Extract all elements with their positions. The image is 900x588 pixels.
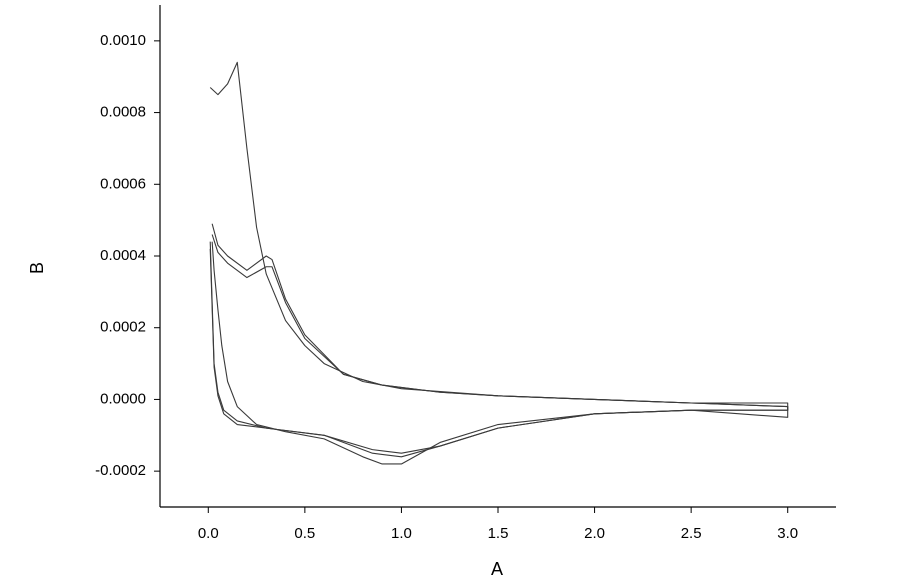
x-tick-label: 1.5 [488,525,509,542]
y-tick-label: 0.0000 [100,390,146,407]
x-tick-label: 0.0 [198,525,219,542]
y-tick-label: 0.0010 [100,32,146,49]
x-tick-label: 3.0 [777,525,798,542]
x-tick-label: 2.5 [681,525,702,542]
y-tick-label: 0.0004 [100,247,146,264]
y-tick-label: -0.0002 [95,462,146,479]
y-axis-label: B [27,262,47,274]
y-tick-label: 0.0002 [100,319,146,336]
x-tick-label: 2.0 [584,525,605,542]
y-tick-label: 0.0006 [100,175,146,192]
cv-curve [209,234,789,454]
x-axis-label: A [491,559,503,579]
x-tick-label: 0.5 [294,525,315,542]
cv-curve [209,223,789,458]
y-tick-label: 0.0008 [100,104,146,121]
cv-curve [209,61,789,465]
x-tick-label: 1.0 [391,525,412,542]
